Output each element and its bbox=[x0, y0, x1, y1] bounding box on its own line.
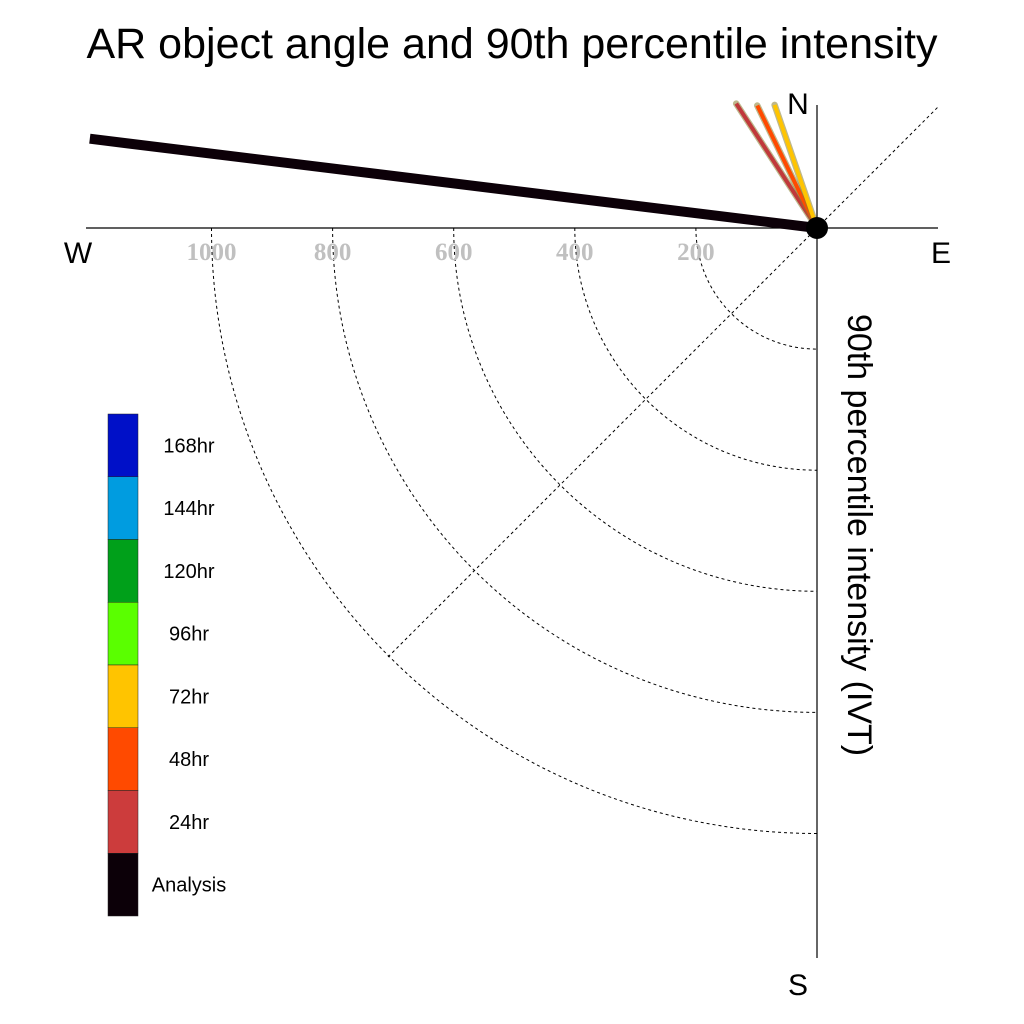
south-label: S bbox=[788, 969, 808, 1002]
legend-label: 48hr bbox=[169, 749, 209, 771]
legend-label: 96hr bbox=[169, 624, 209, 646]
grid bbox=[211, 106, 939, 834]
grid-arc bbox=[574, 227, 818, 471]
tick-label: 400 bbox=[556, 239, 594, 266]
tick-label: 800 bbox=[314, 239, 352, 266]
legend-label: Analysis bbox=[152, 875, 226, 897]
tick-label: 600 bbox=[435, 239, 473, 266]
grid-diagonal bbox=[387, 106, 939, 658]
legend-swatch bbox=[107, 539, 139, 603]
tick-label: 1000 bbox=[187, 239, 237, 266]
legend-swatch bbox=[107, 664, 139, 728]
legend-swatch bbox=[107, 476, 139, 540]
west-label: W bbox=[64, 237, 93, 270]
legend-label: 72hr bbox=[169, 686, 209, 708]
legend-label: 168hr bbox=[163, 435, 214, 457]
legend-swatch bbox=[107, 790, 139, 854]
legend-label: 120hr bbox=[163, 561, 214, 583]
east-label: E bbox=[931, 237, 951, 270]
legend-swatch bbox=[107, 413, 139, 477]
north-label: N bbox=[787, 88, 809, 121]
y-axis-label: 90th percentile intensity (IVT) bbox=[840, 314, 878, 756]
grid-arc bbox=[211, 227, 818, 834]
grid-arc bbox=[695, 227, 818, 350]
legend-label: 24hr bbox=[169, 812, 209, 834]
vector-analysis bbox=[89, 133, 818, 233]
origin-marker bbox=[806, 217, 828, 239]
vectors bbox=[89, 100, 821, 233]
grid-arc bbox=[453, 227, 818, 592]
radial-tick-labels: 1000 800 600 400 200 bbox=[187, 239, 715, 266]
legend: 168hr 144hr 120hr 96hr 72hr 48hr 24hr Analysis bbox=[107, 413, 226, 917]
legend-swatch bbox=[107, 853, 139, 917]
legend-swatch bbox=[107, 602, 139, 666]
chart-title: AR object angle and 90th percentile inte… bbox=[87, 20, 938, 68]
legend-swatch bbox=[107, 727, 139, 791]
legend-label: 144hr bbox=[163, 498, 214, 520]
tick-label: 200 bbox=[677, 239, 715, 266]
vector-72hr bbox=[772, 104, 819, 229]
